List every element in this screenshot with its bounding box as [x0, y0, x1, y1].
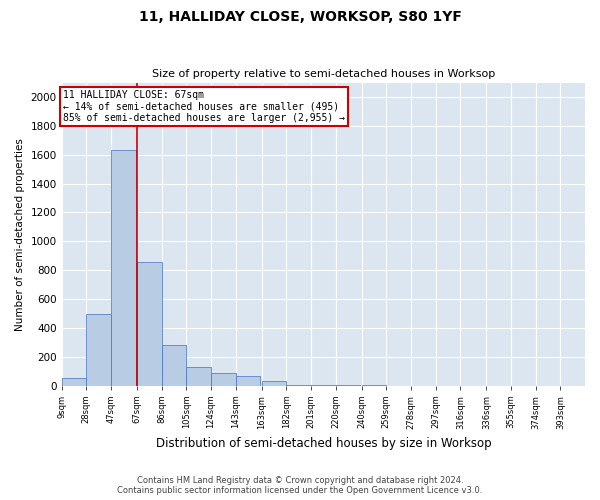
Bar: [236, 376, 260, 386]
Bar: [111, 150, 136, 386]
Bar: [262, 382, 286, 386]
Text: 11, HALLIDAY CLOSE, WORKSOP, S80 1YF: 11, HALLIDAY CLOSE, WORKSOP, S80 1YF: [139, 10, 461, 24]
Bar: [211, 372, 236, 386]
Y-axis label: Number of semi-detached properties: Number of semi-detached properties: [15, 138, 25, 330]
X-axis label: Distribution of semi-detached houses by size in Worksop: Distribution of semi-detached houses by …: [155, 437, 491, 450]
Bar: [62, 378, 86, 386]
Bar: [286, 385, 311, 386]
Text: Contains HM Land Registry data © Crown copyright and database right 2024.
Contai: Contains HM Land Registry data © Crown c…: [118, 476, 482, 495]
Bar: [187, 367, 211, 386]
Bar: [137, 262, 161, 386]
Bar: [161, 345, 187, 386]
Text: 11 HALLIDAY CLOSE: 67sqm
← 14% of semi-detached houses are smaller (495)
85% of : 11 HALLIDAY CLOSE: 67sqm ← 14% of semi-d…: [63, 90, 345, 123]
Title: Size of property relative to semi-detached houses in Worksop: Size of property relative to semi-detach…: [152, 69, 495, 79]
Bar: [86, 314, 111, 386]
